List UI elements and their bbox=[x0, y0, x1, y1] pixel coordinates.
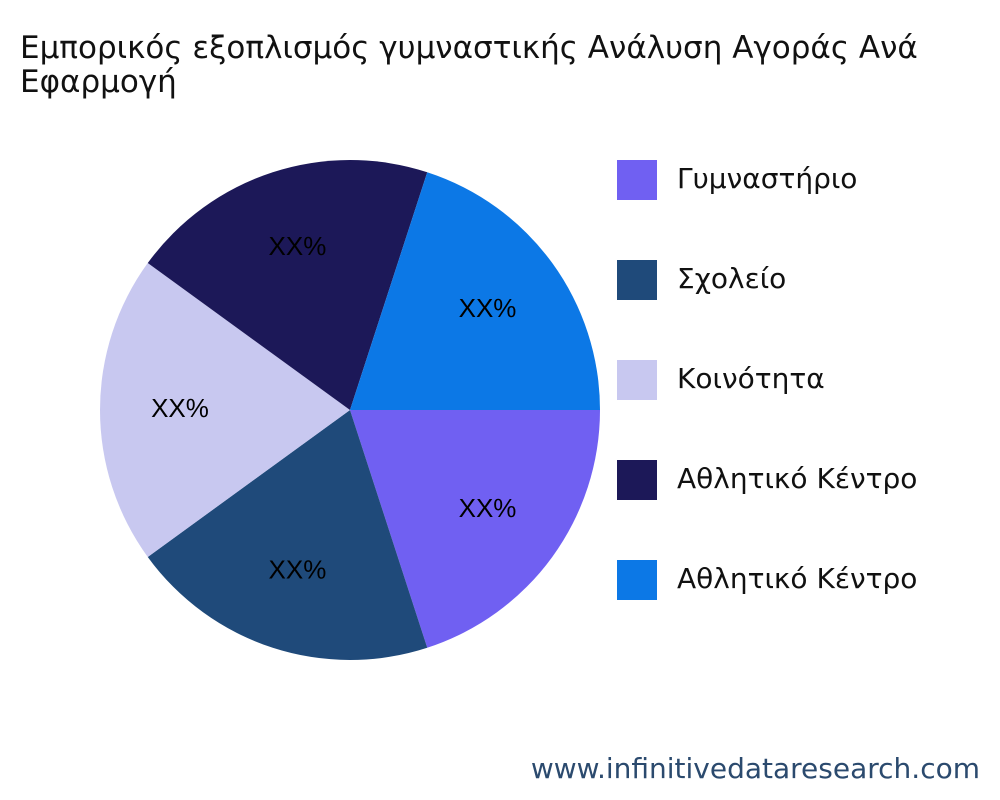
legend-label: Αθλητικό Κέντρο bbox=[677, 562, 917, 595]
legend-label: Σχολείο bbox=[677, 262, 786, 295]
legend-swatch bbox=[617, 460, 657, 500]
pie-slice bbox=[147, 410, 428, 660]
legend-swatch bbox=[617, 560, 657, 600]
data-label: XX% bbox=[459, 293, 517, 323]
data-label: XX% bbox=[459, 493, 517, 523]
pie-slice bbox=[350, 410, 600, 648]
legend-swatch bbox=[617, 160, 657, 200]
data-label: XX% bbox=[269, 231, 327, 261]
legend-label: Γυμναστήριο bbox=[677, 162, 857, 195]
pie-slice bbox=[100, 263, 350, 557]
legend-label: Αθλητικό Κέντρο bbox=[677, 462, 917, 495]
legend-swatch bbox=[617, 260, 657, 300]
chart-title: Εμπορικός εξοπλισμός γυμναστικής Ανάλυση… bbox=[20, 30, 918, 100]
pie-slice bbox=[350, 172, 600, 410]
legend-swatch bbox=[617, 360, 657, 400]
data-label: XX% bbox=[269, 555, 327, 585]
pie-slice bbox=[147, 160, 428, 410]
footer: www.infinitivedataresearch.com bbox=[531, 752, 980, 785]
legend-label: Κοινότητα bbox=[677, 362, 825, 395]
data-label: XX% bbox=[151, 393, 209, 423]
